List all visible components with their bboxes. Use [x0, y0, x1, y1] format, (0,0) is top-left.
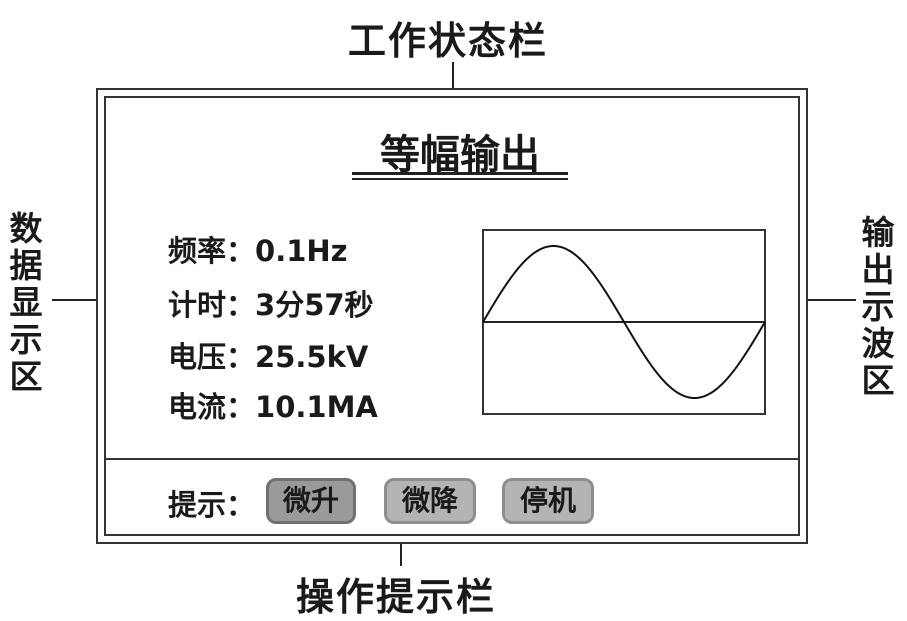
- sine-wave: [482, 244, 766, 400]
- wave-area-callout: 输 出 示 波 区: [861, 213, 895, 400]
- hint-bar-callout: 操作提示栏: [296, 575, 497, 619]
- frequency-row: 频率：0.1Hz: [168, 228, 348, 270]
- waveform-plot: [482, 229, 766, 415]
- current-label: 电流：: [168, 390, 256, 424]
- voltage-row: 电压：25.5kV: [168, 334, 368, 376]
- screen-title: 等幅输出: [380, 132, 540, 178]
- frequency-value: 0.1Hz: [255, 234, 348, 268]
- screen-frame-outer: [96, 88, 808, 544]
- data-area-leader: [52, 299, 96, 301]
- hint-divider: [104, 458, 800, 460]
- current-value: 10.1MA: [255, 390, 378, 424]
- hint-label: 提示：: [168, 488, 256, 522]
- timer-row: 计时：3分57秒: [168, 282, 374, 324]
- wave-area-leader: [808, 299, 856, 301]
- fine-down-button[interactable]: 微降: [384, 478, 476, 524]
- voltage-value: 25.5kV: [255, 340, 369, 374]
- current-row: 电流：10.1MA: [168, 384, 378, 426]
- frequency-label: 频率：: [168, 234, 256, 268]
- hint-bar-leader: [400, 544, 402, 566]
- data-area-callout: 数 据 显 示 区: [9, 209, 43, 396]
- status-bar-callout: 工作状态栏: [348, 19, 549, 63]
- title-underline-second: [352, 178, 568, 180]
- title-underline: [352, 172, 568, 175]
- fine-up-button[interactable]: 微升: [266, 478, 356, 524]
- voltage-label: 电压：: [168, 340, 256, 374]
- timer-label: 计时：: [168, 288, 256, 322]
- stop-button[interactable]: 停机: [502, 478, 594, 524]
- status-bar-leader: [452, 62, 454, 88]
- timer-value: 3分57秒: [255, 288, 374, 322]
- screen-frame-inner: [104, 96, 800, 536]
